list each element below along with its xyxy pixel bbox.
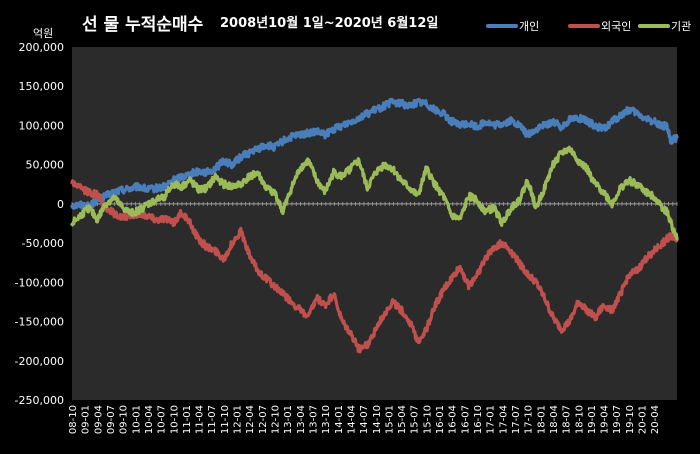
x-tick-label: 14-04	[346, 405, 357, 434]
legend-label: 개인	[519, 20, 539, 33]
series-lines	[70, 97, 679, 354]
series-line-2	[70, 145, 679, 241]
y-tick-label: -100,000	[15, 276, 64, 289]
legend: 개인 외국인 기관	[486, 20, 691, 33]
legend-label: 외국인	[601, 20, 631, 33]
x-tick-label: 18-01	[536, 405, 547, 434]
x-tick-label: 13-10	[321, 405, 332, 434]
y-tick-label: 150,000	[19, 80, 65, 93]
x-tick-label: 12-10	[271, 405, 282, 434]
x-tick-label: 11-10	[220, 405, 231, 434]
x-tick-label: 15-04	[397, 405, 408, 434]
x-tick-label: 14-01	[334, 405, 345, 434]
y-axis: 200,000 150,000 100,000 50,000 0 -50,000 -100,…	[15, 41, 64, 407]
x-tick-label: 19-04	[600, 405, 611, 434]
x-tick-label: 18-04	[549, 405, 560, 434]
x-tick-label: 10-04	[144, 405, 155, 434]
x-tick-label: 20-01	[638, 405, 649, 434]
x-tick-label: 12-07	[258, 405, 269, 434]
y-tick-label: 50,000	[26, 159, 65, 172]
x-tick-label: 08-10	[68, 405, 79, 434]
x-tick-label: 15-10	[422, 405, 433, 434]
x-tick-label: 17-04	[498, 405, 509, 434]
x-tick-label: 17-01	[486, 405, 497, 434]
x-tick-label: 13-07	[308, 405, 319, 434]
chart-title-range: 2008년10월 1일~2020년 6월12일	[220, 15, 438, 31]
y-tick-label: 0	[57, 198, 64, 211]
x-tick-label: 16-04	[448, 405, 459, 434]
x-tick-label: 12-01	[233, 405, 244, 434]
x-tick-label: 12-04	[245, 405, 256, 434]
x-tick-label: 09-01	[81, 405, 92, 434]
x-tick-label: 13-01	[283, 405, 294, 434]
plot-area-background	[72, 47, 677, 400]
y-tick-label: 200,000	[19, 41, 65, 54]
y-tick-label: -250,000	[15, 394, 64, 407]
x-tick-label: 16-10	[473, 405, 484, 434]
x-tick-label: 17-10	[524, 405, 535, 434]
x-tick-label: 19-07	[612, 405, 623, 434]
y-tick-label: 100,000	[19, 119, 65, 132]
x-axis: 08-10 09-01 09-04 09-07 09-10 10-01 10-04 10-07…	[68, 405, 661, 434]
x-tick-label: 10-07	[157, 405, 168, 434]
x-tick-label: 10-01	[131, 405, 142, 434]
x-tick-label: 16-01	[435, 405, 446, 434]
x-tick-label: 18-07	[562, 405, 573, 434]
x-tick-label: 19-10	[625, 405, 636, 434]
legend-label: 기관	[671, 20, 691, 33]
y-tick-label: -50,000	[22, 237, 64, 250]
x-tick-label: 13-04	[296, 405, 307, 434]
y-tick-label: -150,000	[15, 316, 64, 329]
x-tick-label: 11-01	[182, 405, 193, 434]
y-tick-label: -200,000	[15, 355, 64, 368]
x-tick-label: 18-10	[574, 405, 585, 434]
x-tick-label: 19-01	[587, 405, 598, 434]
x-tick-label: 10-10	[169, 405, 180, 434]
x-tick-label: 11-07	[207, 405, 218, 434]
series-line-1	[70, 179, 679, 354]
x-tick-label: 09-04	[93, 405, 104, 434]
x-tick-label: 15-07	[410, 405, 421, 434]
x-tick-label: 14-07	[359, 405, 370, 434]
x-tick-label: 14-10	[372, 405, 383, 434]
x-tick-label: 15-01	[384, 405, 395, 434]
x-tick-label: 16-07	[460, 405, 471, 434]
x-tick-label: 09-10	[119, 405, 130, 434]
x-tick-label: 20-04	[650, 405, 661, 434]
y-axis-unit-label: 억원	[33, 27, 53, 40]
x-tick-label: 11-04	[195, 405, 206, 434]
x-tick-label: 17-07	[511, 405, 522, 434]
chart-title-main: 선 물 누적순매수	[82, 15, 204, 35]
x-tick-label: 09-07	[106, 405, 117, 434]
